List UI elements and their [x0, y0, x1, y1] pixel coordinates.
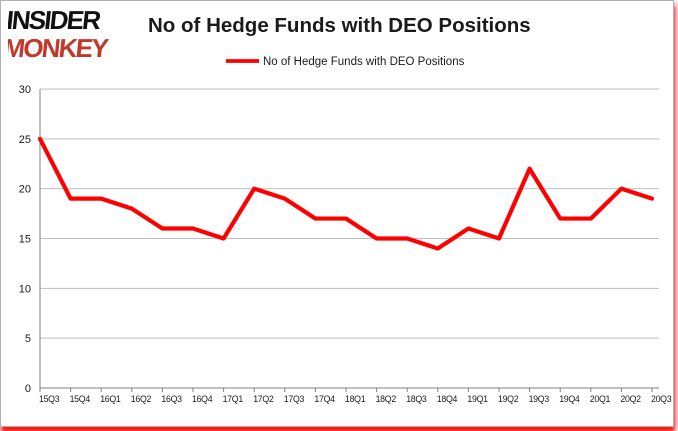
- svg-text:19Q4: 19Q4: [559, 394, 580, 404]
- svg-text:15Q4: 15Q4: [70, 394, 91, 404]
- svg-text:5: 5: [25, 333, 31, 345]
- svg-text:17Q1: 17Q1: [223, 394, 244, 404]
- svg-text:16Q3: 16Q3: [161, 394, 182, 404]
- svg-text:19Q1: 19Q1: [467, 394, 488, 404]
- svg-text:19Q2: 19Q2: [498, 394, 519, 404]
- svg-text:20Q3: 20Q3: [651, 394, 672, 404]
- svg-text:17Q3: 17Q3: [284, 394, 305, 404]
- svg-text:0: 0: [25, 383, 31, 395]
- svg-text:16Q2: 16Q2: [131, 394, 152, 404]
- svg-text:18Q1: 18Q1: [345, 394, 366, 404]
- svg-text:16Q4: 16Q4: [192, 394, 213, 404]
- svg-text:18Q4: 18Q4: [437, 394, 458, 404]
- svg-text:20Q1: 20Q1: [590, 394, 611, 404]
- svg-text:10: 10: [19, 283, 31, 295]
- svg-text:16Q1: 16Q1: [100, 394, 121, 404]
- svg-text:20: 20: [19, 184, 31, 196]
- svg-text:15Q3: 15Q3: [39, 394, 60, 404]
- svg-text:18Q3: 18Q3: [406, 394, 427, 404]
- svg-text:25: 25: [19, 134, 31, 146]
- svg-text:15: 15: [19, 234, 31, 246]
- svg-text:17Q4: 17Q4: [314, 394, 335, 404]
- svg-text:19Q3: 19Q3: [529, 394, 550, 404]
- svg-text:30: 30: [19, 84, 31, 96]
- svg-text:18Q2: 18Q2: [376, 394, 397, 404]
- svg-text:17Q2: 17Q2: [253, 394, 274, 404]
- svg-text:20Q2: 20Q2: [620, 394, 641, 404]
